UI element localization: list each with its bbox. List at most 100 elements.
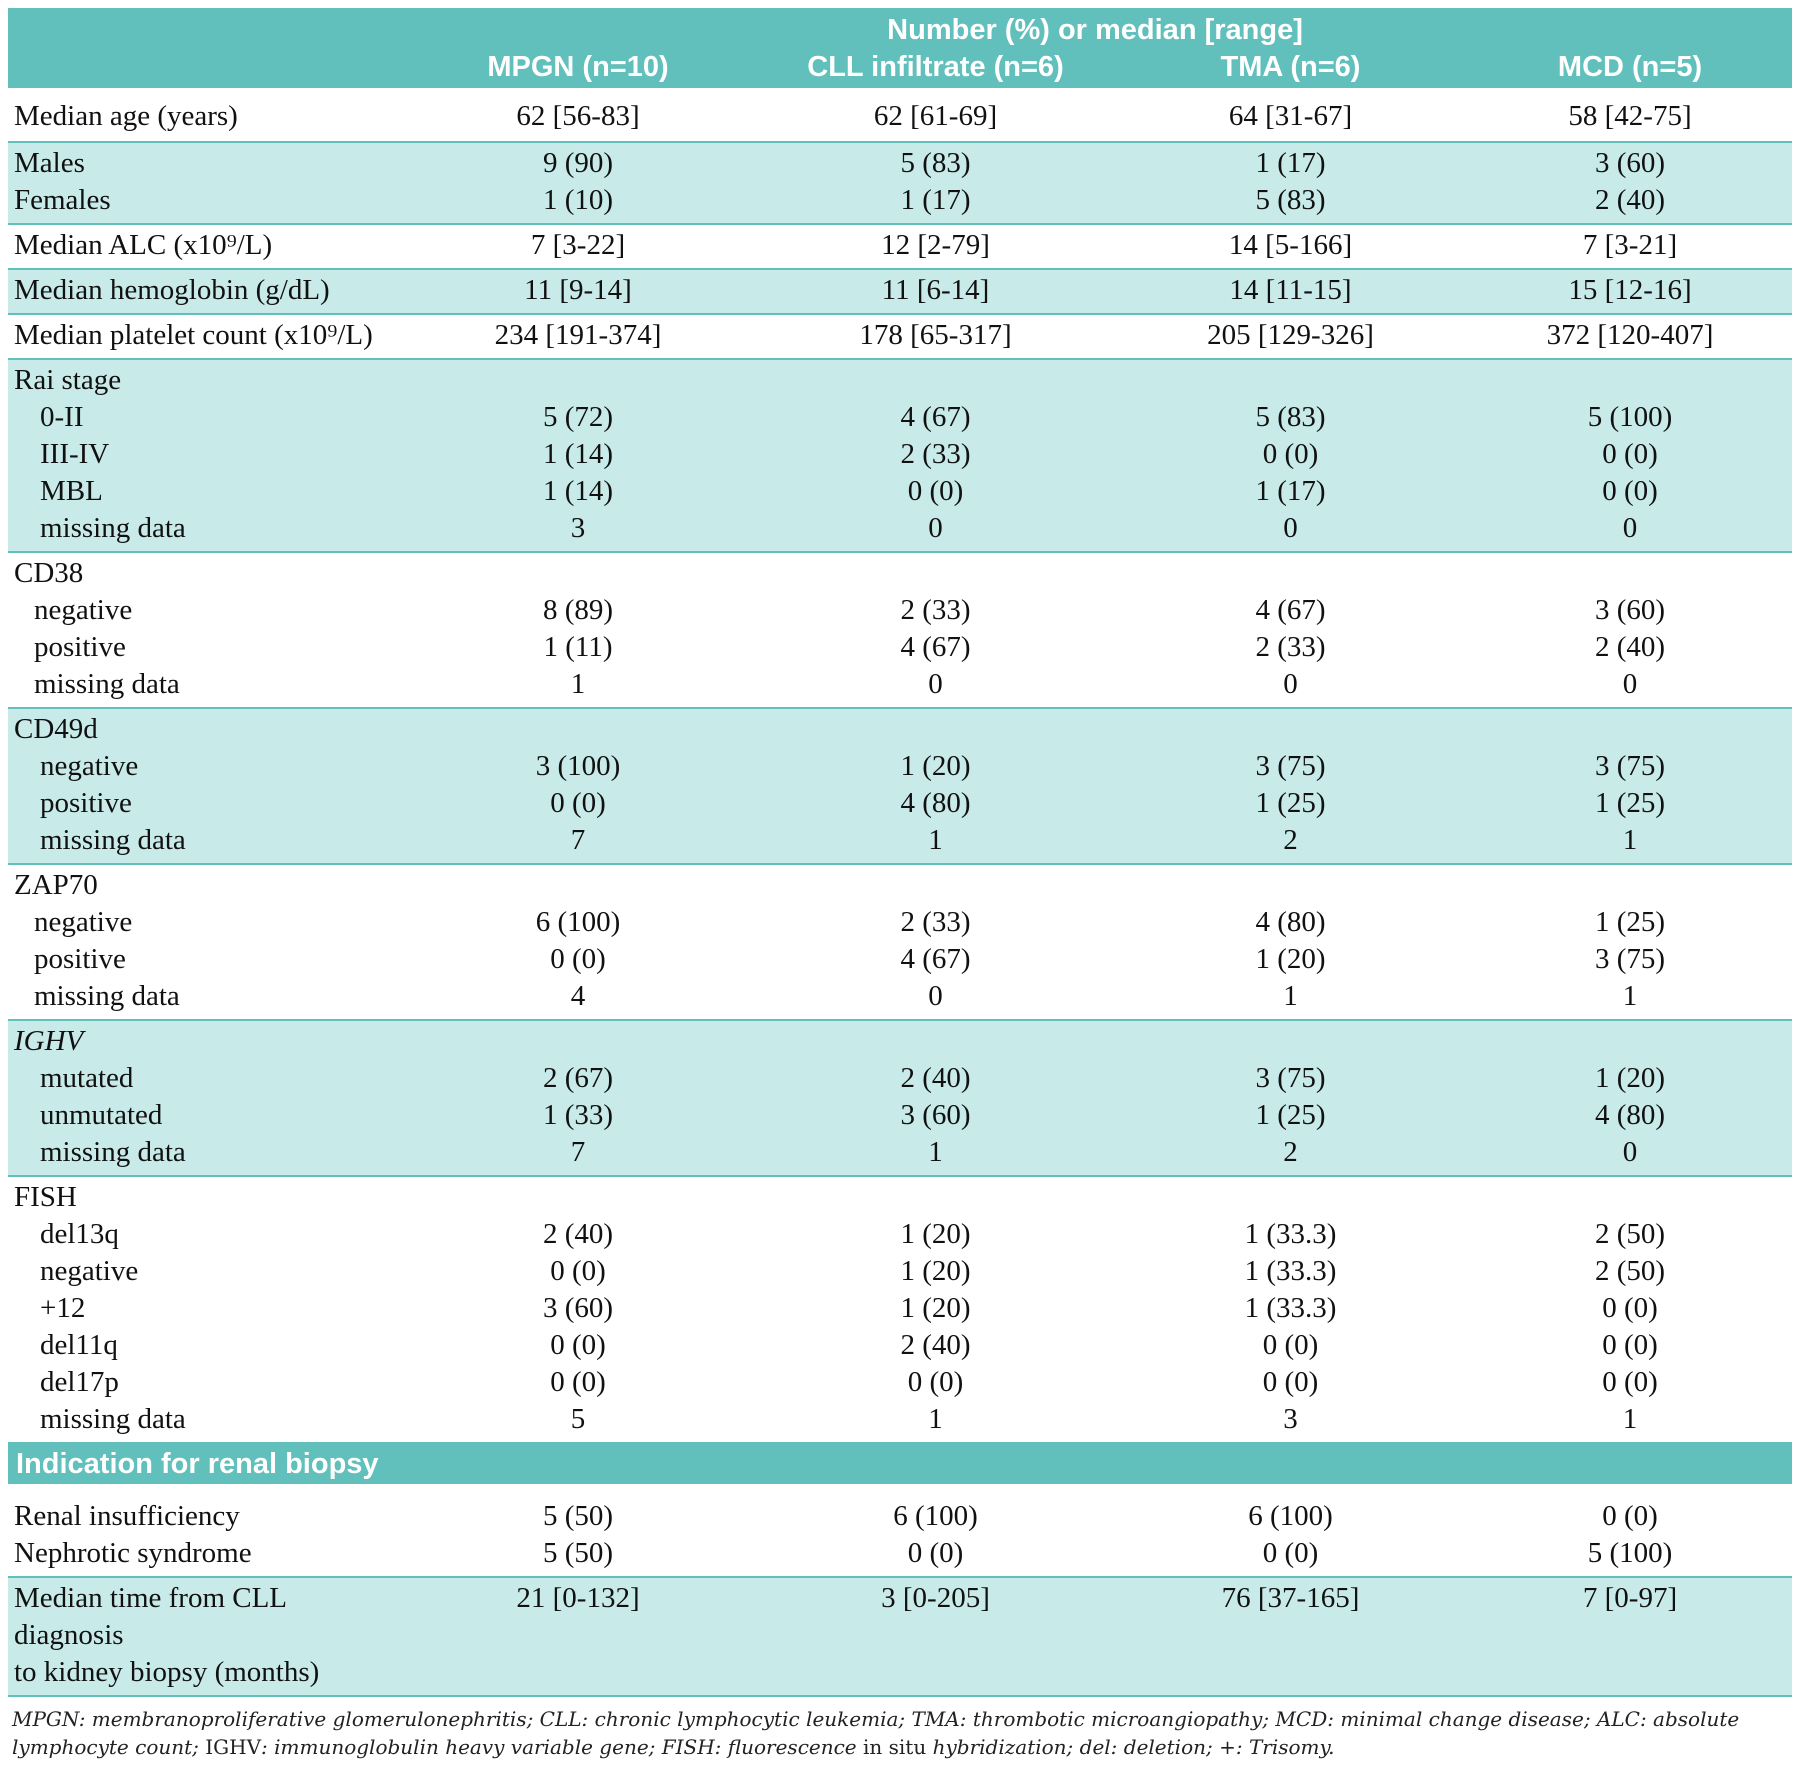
cell: 0 (0) <box>1262 1366 1319 1398</box>
cell: 0 (0) <box>550 1366 606 1398</box>
row-group-rai-stage: Rai stage 0-II 5 (72) 4 (67) 5 (83) 5 (1… <box>8 359 1793 552</box>
cell: 1 <box>1468 822 1793 864</box>
table-row: Median ALC (x10⁹/L) 7 [3-22] 12 [2-79] 1… <box>8 224 1792 269</box>
table-row: negative 3 (100) 1 (20) 3 (75) 3 (75) <box>8 748 1793 785</box>
cell: 4 (67) <box>900 943 971 975</box>
footnote-text: hybridization; del: deletion; +: Trisomy… <box>926 1735 1335 1759</box>
cell: 15 [12-16] <box>1468 269 1793 314</box>
table-row: negative 8 (89) 2 (33) 4 (67) 3 (60) <box>8 592 1792 629</box>
table-row: to kidney biopsy (months) <box>8 1654 1793 1696</box>
cell: 5 (100) <box>1468 399 1793 436</box>
table-row: 0-II 5 (72) 4 (67) 5 (83) 5 (100) <box>8 399 1793 436</box>
cell: 5 <box>570 1403 586 1435</box>
cell: 3 (75) <box>1468 748 1793 785</box>
cell: 1 (14) <box>398 436 758 473</box>
footnote-text: MPGN: membranoproliferative glomerulonep… <box>12 1707 1740 1759</box>
cell: 372 [120-407] <box>1546 319 1714 351</box>
cell: 2 <box>1113 1134 1468 1176</box>
row-label: negative <box>40 1255 139 1287</box>
section-title: Indication for renal biopsy <box>8 1443 1793 1484</box>
cell: 62 [56-83] <box>516 100 640 132</box>
cell: 2 (40) <box>758 1060 1113 1097</box>
cell: 4 (80) <box>1255 906 1326 938</box>
row-label: Median time from CLL diagnosis <box>8 1577 398 1654</box>
row-group-alc: Median ALC (x10⁹/L) 7 [3-22] 12 [2-79] 1… <box>8 224 1793 269</box>
table-row: Median platelet count (x10⁹/L) 234 [191-… <box>8 314 1792 359</box>
table-row: +12 3 (60) 1 (20) 1 (33.3) 0 (0) <box>8 1290 1792 1327</box>
cell: 1 (20) <box>900 1292 971 1324</box>
cell: 1 <box>1622 1403 1638 1435</box>
row-label: missing data <box>8 822 398 864</box>
cell: 0 (0) <box>1602 1366 1658 1398</box>
cell: 3 <box>1283 1403 1298 1435</box>
table-row: Females 1 (10) 1 (17) 5 (83) 2 (40) <box>8 182 1793 224</box>
cell: 0 (0) <box>1602 1292 1658 1324</box>
table-row: negative 0 (0) 1 (20) 1 (33.3) 2 (50) <box>8 1253 1792 1290</box>
cell: 2 (67) <box>398 1060 758 1097</box>
cell: 4 (67) <box>1255 594 1326 626</box>
cell: 1 (25) <box>1594 906 1666 938</box>
cell: 0 <box>928 668 943 700</box>
cell: 14 [5-166] <box>1228 229 1353 261</box>
table-row: missing data 7 1 2 1 <box>8 822 1793 864</box>
footnote-insitu: in situ <box>863 1735 927 1759</box>
cell: 2 (33) <box>1255 631 1326 663</box>
cell: 7 <box>398 1134 758 1176</box>
header-super: Number (%) or median [range] <box>398 8 1793 49</box>
cell: 1 (25) <box>1113 1097 1468 1134</box>
cell: 0 <box>1622 668 1638 700</box>
cell: 0 (0) <box>1602 1500 1658 1532</box>
row-label: missing data <box>8 1134 398 1176</box>
row-group-cd38: CD38 negative 8 (89) 2 (33) 4 (67) 3 (60… <box>8 552 1793 708</box>
group-title: CD38 <box>14 557 84 589</box>
column-header-tma: TMA (n=6) <box>1113 49 1468 88</box>
cell: 5 (50) <box>542 1537 614 1569</box>
cell: 3 (75) <box>1113 1060 1468 1097</box>
row-label: unmutated <box>8 1097 398 1134</box>
row-label: Median platelet count (x10⁹/L) <box>14 319 373 351</box>
spacer <box>8 1484 1792 1496</box>
group-title: Rai stage <box>8 359 1793 399</box>
table-row: Renal insufficiency 5 (50) 6 (100) 6 (10… <box>8 1496 1792 1535</box>
cell: 3 (100) <box>398 748 758 785</box>
row-group-indication: Renal insufficiency 5 (50) 6 (100) 6 (10… <box>8 1496 1793 1577</box>
data-table: Number (%) or median [range] MPGN (n=10)… <box>8 8 1793 1697</box>
cell: 5 (50) <box>542 1500 614 1532</box>
table-header: Number (%) or median [range] MPGN (n=10)… <box>8 8 1793 88</box>
cell: 4 (80) <box>1468 1097 1793 1134</box>
cell: 6 (100) <box>1248 1500 1333 1532</box>
table-row: missing data 4 0 1 1 <box>8 978 1792 1020</box>
cell: 4 (67) <box>758 399 1113 436</box>
table-row: Median hemoglobin (g/dL) 11 [9-14] 11 [6… <box>8 269 1793 314</box>
cell: 7 [3-21] <box>1582 229 1678 261</box>
cell: 5 (83) <box>1113 182 1468 224</box>
cell: 11 [6-14] <box>758 269 1113 314</box>
row-label: missing data <box>40 1403 186 1435</box>
cell: 3 (60) <box>1594 594 1666 626</box>
section-header: Indication for renal biopsy <box>8 1443 1793 1484</box>
cell: 1 (25) <box>1468 785 1793 822</box>
cell: 3 <box>398 510 758 552</box>
table-row: IGHV <box>8 1020 1793 1060</box>
row-label: Median age (years) <box>14 100 238 132</box>
cell: 1 (20) <box>900 1218 971 1250</box>
row-label: +12 <box>40 1292 86 1324</box>
cell: 1 (20) <box>900 1255 971 1287</box>
cell: 0 <box>928 980 943 1012</box>
table-row: CD49d <box>8 708 1793 748</box>
cell: 1 (17) <box>1113 473 1468 510</box>
cell: 2 (33) <box>900 906 971 938</box>
row-group-zap70: ZAP70 negative 6 (100) 2 (33) 4 (80) 1 (… <box>8 864 1793 1020</box>
cell: 0 (0) <box>1262 1329 1319 1361</box>
cell: 0 (0) <box>1468 473 1793 510</box>
cell: 1 <box>758 1134 1113 1176</box>
cell: 1 (14) <box>398 473 758 510</box>
cell: 1 (33.3) <box>1244 1255 1337 1287</box>
row-label: missing data <box>8 510 398 552</box>
cell: 0 <box>1283 668 1298 700</box>
cell: 0 (0) <box>1602 1329 1658 1361</box>
cell: 0 (0) <box>550 943 606 975</box>
group-title: FISH <box>14 1181 77 1213</box>
row-label: negative <box>34 906 133 938</box>
cell: 205 [129-326] <box>1207 319 1374 351</box>
